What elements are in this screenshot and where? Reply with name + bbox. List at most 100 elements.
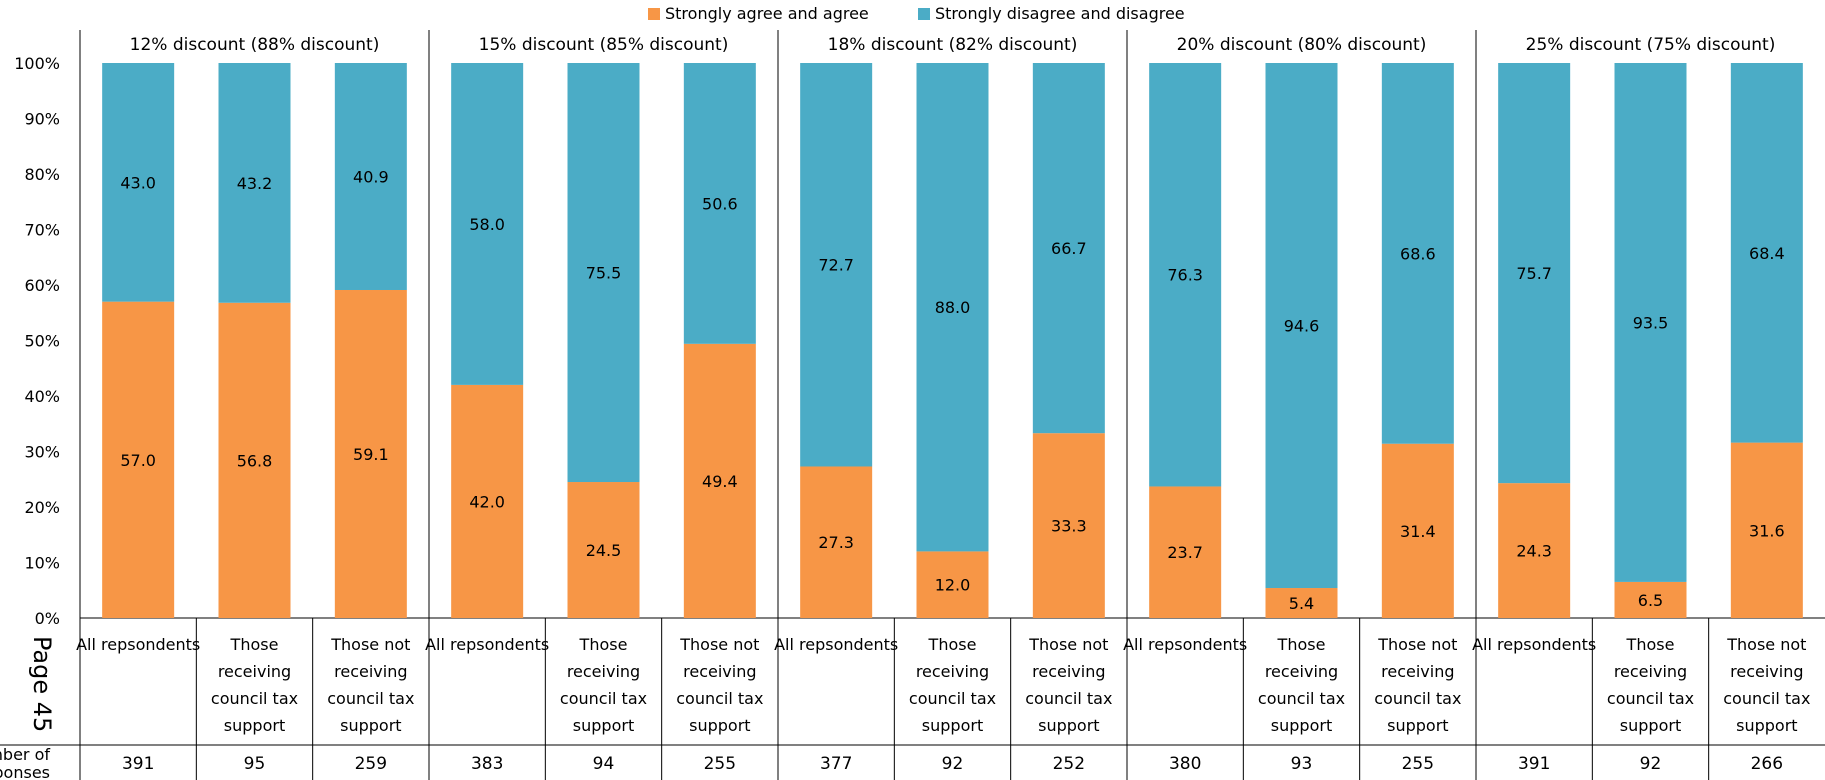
category-label-line: council tax: [211, 689, 298, 708]
bar-disagree: [567, 63, 640, 483]
bar-agree: [683, 343, 756, 618]
y-tick-label: 80%: [24, 165, 60, 184]
bar-disagree: [1381, 63, 1454, 444]
category-label-line: Those not: [1377, 635, 1457, 654]
category-label-line: support: [922, 716, 983, 735]
bar-agree: [218, 302, 291, 618]
category-label-line: support: [1271, 716, 1332, 735]
data-label-agree: 5.4: [1289, 594, 1314, 613]
category-label-line: receiving: [334, 662, 407, 681]
group-title: 25% discount (75% discount): [1526, 35, 1776, 55]
y-tick-label: 50%: [24, 332, 60, 351]
data-label-agree: 59.1: [353, 445, 389, 464]
data-label-disagree: 76.3: [1167, 266, 1203, 285]
bar-disagree: [102, 63, 175, 302]
response-count: 383: [471, 754, 503, 774]
data-label-disagree: 68.6: [1400, 244, 1436, 263]
category-label-line: All repsondents: [76, 635, 200, 654]
category-label-line: Those not: [1726, 635, 1806, 654]
bar-agree: [1149, 486, 1222, 618]
category-label-line: council tax: [1258, 689, 1345, 708]
category-label-line: Those: [1626, 635, 1675, 654]
category-label-line: receiving: [567, 662, 640, 681]
y-tick-label: 100%: [14, 54, 60, 73]
response-count: 259: [355, 754, 387, 774]
category-label-line: Those: [928, 635, 977, 654]
category-label-line: support: [573, 716, 634, 735]
category-label-line: council tax: [909, 689, 996, 708]
category-label-line: support: [1387, 716, 1448, 735]
data-label-disagree: 43.2: [237, 174, 273, 193]
bar-disagree: [218, 63, 291, 303]
bar-agree: [334, 289, 407, 618]
data-label-disagree: 72.7: [818, 256, 854, 275]
category-label-line: Those: [579, 635, 628, 654]
data-label-disagree: 43.0: [120, 173, 156, 192]
y-tick-label: 30%: [24, 443, 60, 462]
y-tick-label: 60%: [24, 276, 60, 295]
data-label-agree: 33.3: [1051, 517, 1087, 536]
category-label-line: Those: [1277, 635, 1326, 654]
data-label-agree: 24.5: [586, 541, 622, 560]
bar-disagree: [916, 63, 989, 552]
data-label-disagree: 75.5: [586, 264, 622, 283]
category-label-line: All repsondents: [774, 635, 898, 654]
category-label-line: council tax: [1723, 689, 1810, 708]
group-title: 15% discount (85% discount): [479, 35, 729, 55]
category-label-line: receiving: [1614, 662, 1687, 681]
data-label-agree: 12.0: [935, 576, 971, 595]
bar-disagree: [451, 63, 524, 385]
data-label-agree: 49.4: [702, 472, 738, 491]
response-count: 92: [1640, 754, 1662, 774]
bar-agree: [102, 301, 175, 618]
data-label-disagree: 88.0: [935, 298, 971, 317]
y-tick-label: 10%: [24, 554, 60, 573]
data-label-disagree: 68.4: [1749, 244, 1785, 263]
category-label-line: support: [340, 716, 401, 735]
legend-label-agree: Strongly agree and agree: [665, 4, 869, 23]
y-tick-label: 90%: [24, 110, 60, 129]
group-title: 20% discount (80% discount): [1177, 35, 1427, 55]
data-label-agree: 27.3: [818, 533, 854, 552]
bar-disagree: [334, 63, 407, 290]
category-label-line: receiving: [1730, 662, 1803, 681]
bar-disagree: [1149, 63, 1222, 487]
data-label-agree: 42.0: [469, 492, 505, 511]
y-tick-label: 70%: [24, 221, 60, 240]
category-label-line: Those not: [1028, 635, 1108, 654]
bar-agree: [1730, 442, 1803, 618]
category-label-line: support: [1620, 716, 1681, 735]
response-count: 391: [122, 754, 154, 774]
category-label-line: council tax: [327, 689, 414, 708]
data-label-disagree: 93.5: [1633, 313, 1669, 332]
group-title: 12% discount (88% discount): [130, 35, 380, 55]
group-title: 18% discount (82% discount): [828, 35, 1078, 55]
response-count: 255: [1402, 754, 1434, 774]
data-label-disagree: 94.6: [1284, 317, 1320, 336]
response-count: 93: [1291, 754, 1313, 774]
category-label-line: All repsondents: [1123, 635, 1247, 654]
response-count: 94: [593, 754, 615, 774]
bar-disagree: [1614, 63, 1687, 582]
data-label-agree: 57.0: [120, 451, 156, 470]
bar-agree: [1498, 483, 1571, 618]
data-label-disagree: 75.7: [1516, 264, 1552, 283]
data-label-disagree: 40.9: [353, 167, 389, 186]
category-label-line: All repsondents: [1472, 635, 1596, 654]
page-stamp: Page 45: [28, 636, 56, 732]
response-count: 266: [1751, 754, 1783, 774]
data-label-disagree: 66.7: [1051, 239, 1087, 258]
bar-agree: [1614, 581, 1687, 618]
category-label-line: Those not: [679, 635, 759, 654]
data-label-agree: 24.3: [1516, 542, 1552, 561]
data-label-agree: 6.5: [1638, 591, 1663, 610]
y-tick-label: 20%: [24, 498, 60, 517]
category-label-line: receiving: [683, 662, 756, 681]
category-label-line: support: [224, 716, 285, 735]
category-label-line: support: [1038, 716, 1099, 735]
category-label-line: Those: [230, 635, 279, 654]
legend-label-disagree: Strongly disagree and disagree: [935, 4, 1185, 23]
category-label-line: receiving: [1381, 662, 1454, 681]
response-count: 95: [244, 754, 266, 774]
category-label-line: council tax: [676, 689, 763, 708]
